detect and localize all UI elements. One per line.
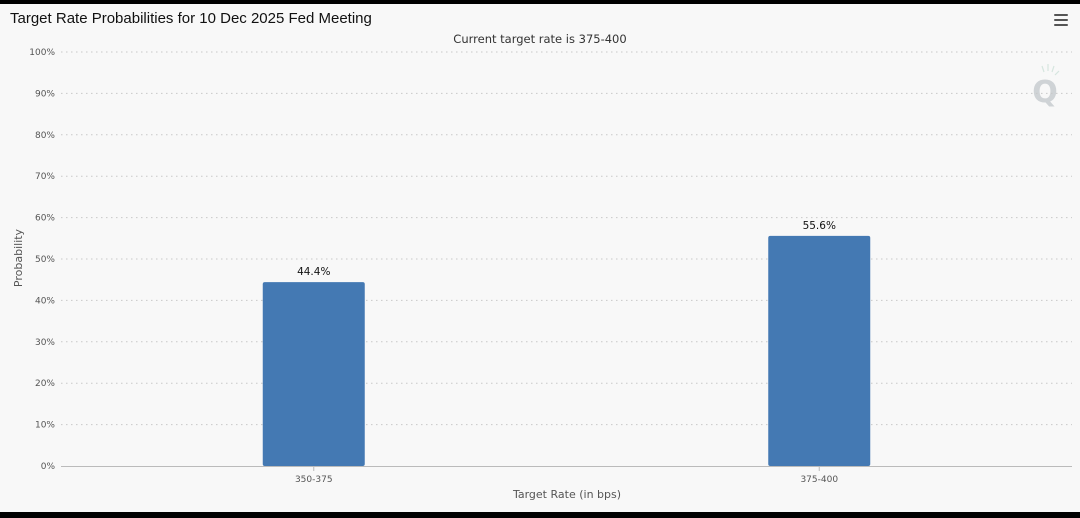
- y-tick-label: 20%: [35, 379, 55, 389]
- hamburger-menu-icon[interactable]: [1054, 14, 1070, 28]
- y-axis-title: Probability: [12, 228, 25, 287]
- chart-title: Target Rate Probabilities for 10 Dec 202…: [10, 10, 372, 27]
- bars: [262, 235, 871, 466]
- x-tick-label: 350-375: [295, 475, 333, 485]
- grid-lines: [61, 51, 1072, 426]
- bar: [262, 282, 365, 466]
- x-axis-title: Target Rate (in bps): [512, 488, 621, 501]
- y-tick-label: 50%: [35, 255, 55, 265]
- y-tick-label: 80%: [35, 131, 55, 141]
- y-tick-label: 30%: [35, 338, 55, 348]
- y-tick-label: 40%: [35, 296, 55, 306]
- q-logo-icon: Q: [1032, 64, 1060, 110]
- y-tick-label: 60%: [35, 214, 55, 224]
- bar-data-label: 44.4%: [297, 266, 330, 278]
- axes: 0% 10% 20% 30% 40% 50% 60% 70% 80% 90% 100%: [29, 48, 1072, 472]
- x-tick-label: 375-400: [800, 475, 838, 485]
- y-tick-label: 100%: [29, 48, 55, 58]
- labels: 44.4% 350-375 55.6% 375-400: [295, 220, 838, 485]
- chart-container: Target Rate Probabilities for 10 Dec 202…: [0, 4, 1080, 512]
- bar-data-label: 55.6%: [803, 220, 836, 232]
- y-tick-label: 90%: [35, 89, 55, 99]
- chart-subtitle: Current target rate is 375-400: [453, 32, 627, 46]
- logo-letter: Q: [1032, 75, 1058, 110]
- y-tick-label: 70%: [35, 172, 55, 182]
- y-tick-label: 10%: [35, 421, 55, 431]
- bar-chart: 0% 10% 20% 30% 40% 50% 60% 70% 80% 90% 100% 44.4% 3…: [12, 48, 1072, 501]
- bar: [768, 235, 871, 466]
- y-tick-label: 0%: [41, 462, 56, 472]
